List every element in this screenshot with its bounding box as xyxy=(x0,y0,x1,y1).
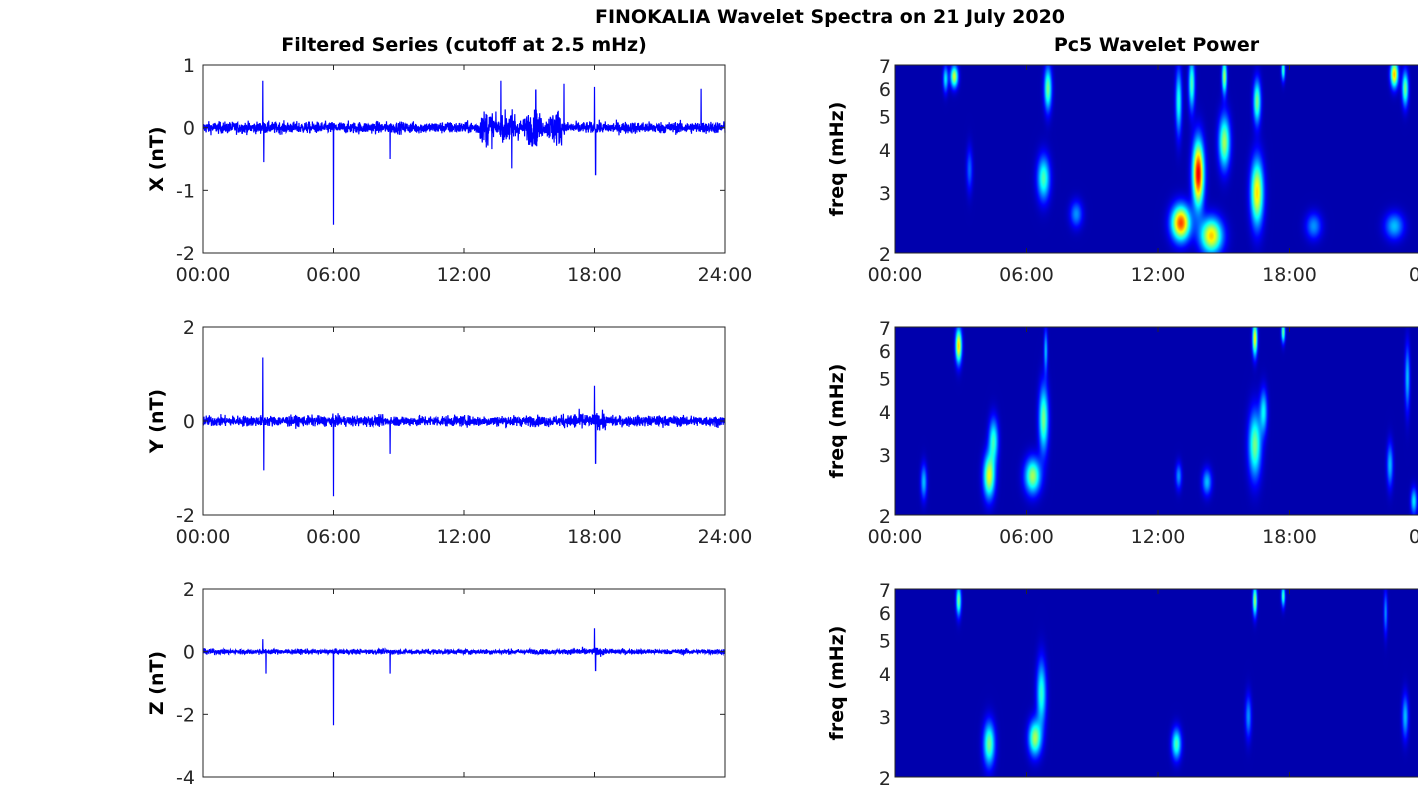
freq-tick-label: 7 xyxy=(879,580,891,602)
xtick-label: 24:00 xyxy=(698,526,753,548)
freq-tick-label: 7 xyxy=(879,318,891,340)
ytick-label: 2 xyxy=(183,579,195,601)
wavelet-heatmap-Z xyxy=(895,589,1418,777)
xtick-label: 18:00 xyxy=(1262,526,1317,548)
xtick-label: 06:00 xyxy=(999,264,1054,286)
xtick-label: 18:00 xyxy=(567,526,622,548)
xtick-label: 12:00 xyxy=(1131,526,1186,548)
freq-tick-label: 2 xyxy=(879,506,891,528)
freq-tick-label: 3 xyxy=(879,183,891,205)
xtick-label: 06:00 xyxy=(999,526,1054,548)
xtick-label: 00 xyxy=(1409,264,1418,286)
freq-tick-label: 6 xyxy=(879,79,891,101)
series-line-X xyxy=(202,80,726,225)
ytick-label: 2 xyxy=(183,317,195,339)
freq-tick-label: 4 xyxy=(879,664,891,686)
ytick-label: -2 xyxy=(176,243,195,265)
freq-tick-label: 5 xyxy=(879,630,891,652)
freq-tick-label: 6 xyxy=(879,603,891,625)
xtick-label: 18:00 xyxy=(567,264,622,286)
freq-ylabel: freq (mHz) xyxy=(826,364,848,479)
heatmap-box xyxy=(894,588,1418,778)
wavelet-heatmap-Y xyxy=(895,327,1418,515)
heatmap-box xyxy=(894,64,1418,254)
ytick-label: -4 xyxy=(176,767,195,788)
xtick-label: 00:00 xyxy=(868,264,923,286)
freq-tick-label: 3 xyxy=(879,707,891,729)
xtick-label: 12:00 xyxy=(437,526,492,548)
ylabel-Z: Z (nT) xyxy=(146,651,168,715)
freq-tick-label: 4 xyxy=(879,140,891,162)
xtick-label: 24:00 xyxy=(698,264,753,286)
freq-tick-label: 4 xyxy=(879,402,891,424)
ylabel-Y: Y (nT) xyxy=(146,389,168,454)
xtick-label: 00:00 xyxy=(868,526,923,548)
freq-tick-label: 5 xyxy=(879,368,891,390)
xtick-label: 12:00 xyxy=(437,264,492,286)
xtick-label: 18:00 xyxy=(1262,264,1317,286)
freq-tick-label: 7 xyxy=(879,56,891,78)
xtick-label: 00:00 xyxy=(176,264,231,286)
xtick-label: 00 xyxy=(1409,526,1418,548)
xtick-label: 06:00 xyxy=(306,264,361,286)
wavelet-heatmap-X xyxy=(895,65,1418,253)
ytick-label: 1 xyxy=(183,55,195,77)
freq-ylabel: freq (mHz) xyxy=(826,102,848,217)
ylabel-X: X (nT) xyxy=(146,126,168,191)
ytick-label: -2 xyxy=(176,505,195,527)
freq-tick-label: 2 xyxy=(879,768,891,788)
freq-tick-label: 6 xyxy=(879,341,891,363)
freq-tick-label: 3 xyxy=(879,445,891,467)
freq-tick-label: 5 xyxy=(879,106,891,128)
ytick-label: 0 xyxy=(183,118,195,140)
xtick-label: 12:00 xyxy=(1131,264,1186,286)
left-title: Filtered Series (cutoff at 2.5 mHz) xyxy=(281,34,647,56)
freq-ylabel: freq (mHz) xyxy=(826,626,848,741)
xtick-label: 06:00 xyxy=(306,526,361,548)
freq-tick-label: 2 xyxy=(879,244,891,266)
series-line-Y xyxy=(202,357,726,497)
series-line-Z xyxy=(202,628,726,726)
ytick-label: -2 xyxy=(176,704,195,726)
heatmap-box xyxy=(894,326,1418,516)
figure-title: FINOKALIA Wavelet Spectra on 21 July 202… xyxy=(594,6,1066,28)
right-title: Pc5 Wavelet Power xyxy=(1053,34,1260,56)
ytick-label: -1 xyxy=(176,180,195,202)
ytick-label: 0 xyxy=(183,642,195,664)
xtick-label: 00:00 xyxy=(176,526,231,548)
ytick-label: 0 xyxy=(183,411,195,433)
